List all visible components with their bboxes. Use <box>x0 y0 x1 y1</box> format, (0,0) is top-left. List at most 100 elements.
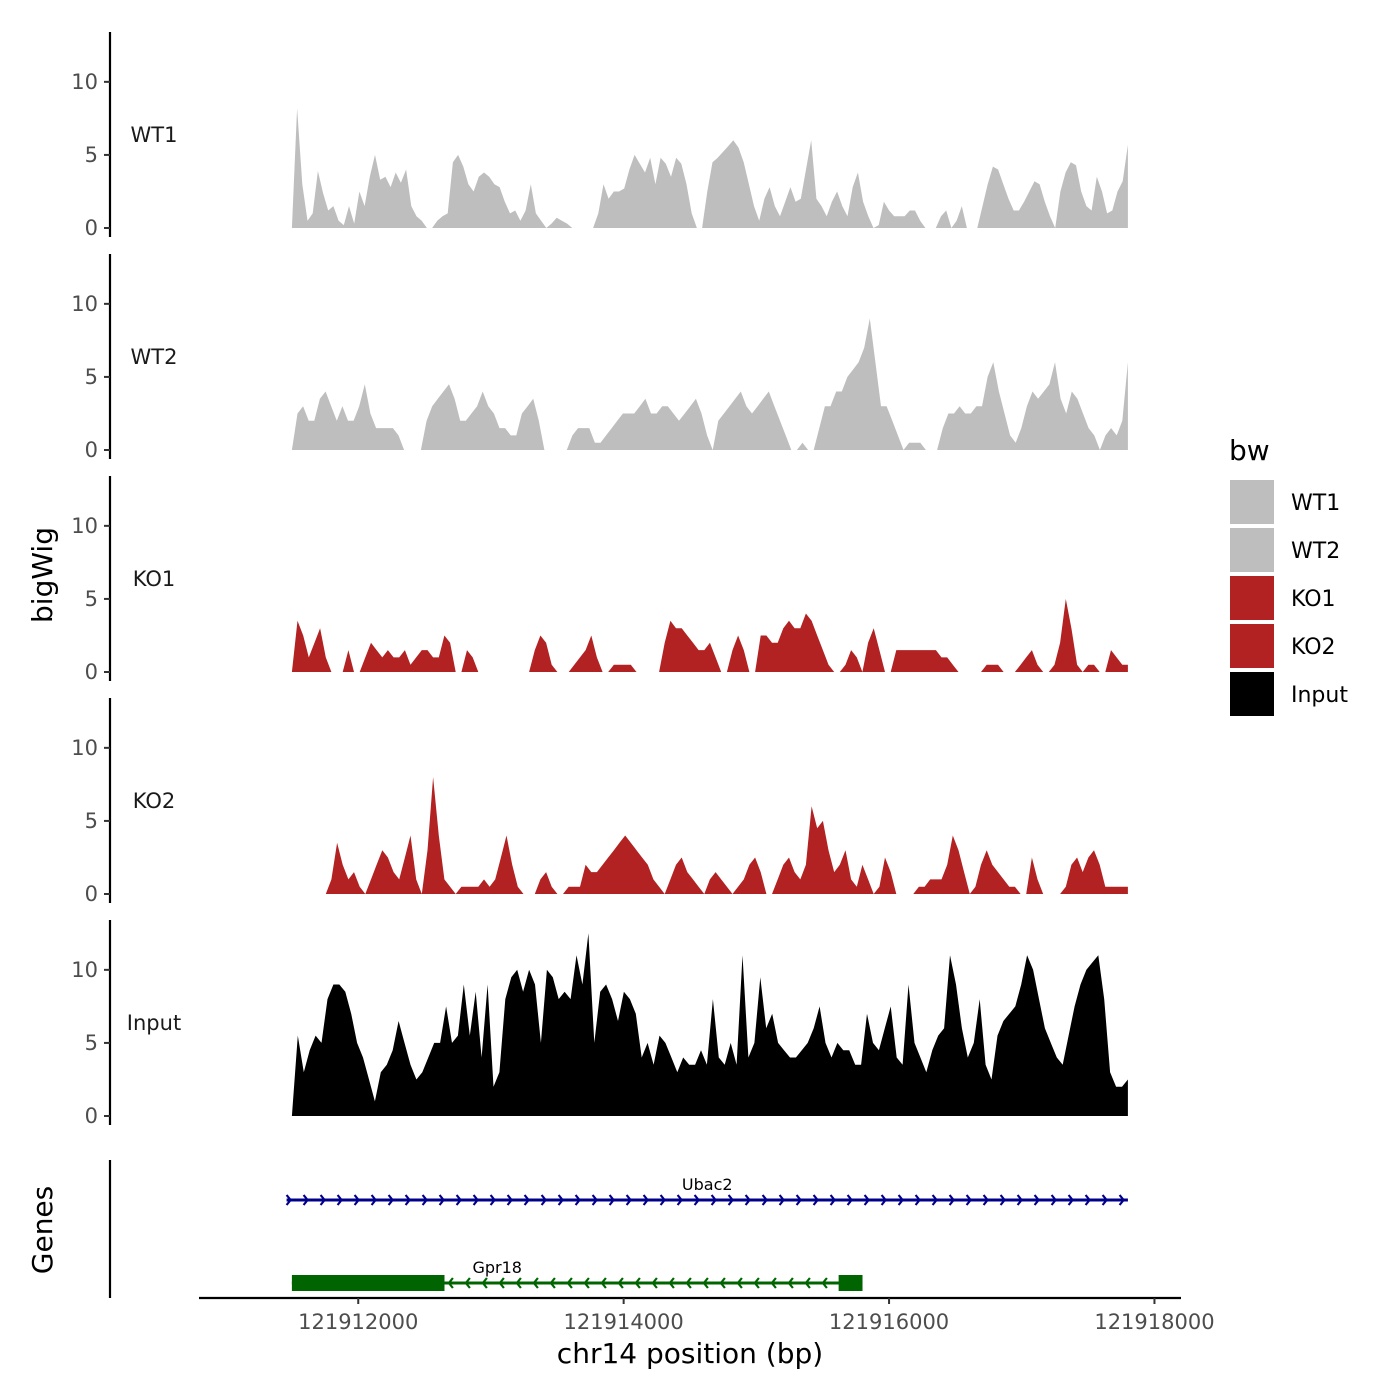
genes-axis-title: Genes <box>26 1186 59 1274</box>
strand-arrow <box>948 1194 955 1206</box>
track-ko1: 0 5 10 KO1 <box>71 476 1128 684</box>
strand-arrow <box>753 1277 760 1289</box>
y-tick-label: 5 <box>85 143 98 167</box>
legend-swatch-wt2 <box>1230 528 1274 572</box>
y-tick-label: 10 <box>71 514 98 538</box>
legend-swatch-ko2 <box>1230 624 1274 668</box>
x-tick-label: 121918000 <box>1094 1310 1214 1334</box>
y-tick-label: 10 <box>71 292 98 316</box>
strand-arrow <box>540 1194 547 1206</box>
coverage-area-wt1 <box>291 108 1128 228</box>
legend-label-ko1: KO1 <box>1291 587 1336 612</box>
strand-arrow <box>821 1277 828 1289</box>
strand-arrow <box>285 1194 292 1206</box>
legend-label-wt1: WT1 <box>1291 491 1340 516</box>
legend-label-wt2: WT2 <box>1291 539 1340 564</box>
strand-arrow <box>829 1194 836 1206</box>
legend-swatch-input <box>1230 672 1274 716</box>
legend-swatch-ko1 <box>1230 576 1274 620</box>
coverage-area-ko1 <box>291 598 1128 672</box>
strand-arrow <box>642 1194 649 1206</box>
strand-arrow <box>965 1194 972 1206</box>
strand-arrow <box>634 1277 641 1289</box>
track-label-input: Input <box>127 1011 181 1035</box>
strand-arrow <box>421 1194 428 1206</box>
track-label-ko2: KO2 <box>133 789 176 813</box>
gene-annotation-panel: Ubac2 Gpr18 <box>108 1160 1128 1298</box>
y-tick-label: 0 <box>85 438 98 462</box>
strand-arrow <box>353 1194 360 1206</box>
y-tick-label: 0 <box>85 1104 98 1128</box>
track-ko2: 0 5 10 KO2 <box>71 698 1128 906</box>
strand-arrow <box>914 1194 921 1206</box>
strand-arrow <box>498 1277 505 1289</box>
strand-arrow <box>566 1277 573 1289</box>
coverage-area-wt2 <box>291 318 1128 450</box>
strand-arrow <box>319 1194 326 1206</box>
strand-arrow <box>778 1194 785 1206</box>
x-axis: 121912000 121914000 121916000 121918000 <box>199 1296 1215 1334</box>
strand-arrow <box>549 1277 556 1289</box>
x-axis-title: chr14 position (bp) <box>557 1337 823 1370</box>
strand-arrow <box>438 1194 445 1206</box>
strand-arrow <box>404 1194 411 1206</box>
strand-arrow <box>931 1194 938 1206</box>
strand-arrow <box>489 1194 496 1206</box>
strand-arrow <box>744 1194 751 1206</box>
x-tick-label: 121912000 <box>298 1310 418 1334</box>
strand-arrow <box>1033 1194 1040 1206</box>
strand-arrow <box>1050 1194 1057 1206</box>
strand-arrow <box>676 1194 683 1206</box>
strand-arrow <box>897 1194 904 1206</box>
y-tick-label: 5 <box>85 365 98 389</box>
strand-arrow <box>1118 1194 1125 1206</box>
strand-arrow <box>846 1194 853 1206</box>
track-input: 0 5 10 Input <box>71 920 1128 1128</box>
legend-swatch-wt1 <box>1230 480 1274 524</box>
strand-arrow <box>455 1194 462 1206</box>
strand-arrow <box>523 1194 530 1206</box>
strand-arrow <box>557 1194 564 1206</box>
strand-arrow <box>761 1194 768 1206</box>
strand-arrow <box>532 1277 539 1289</box>
y-tick-label: 0 <box>85 216 98 240</box>
x-tick-label: 121914000 <box>564 1310 684 1334</box>
y-tick-label: 10 <box>71 736 98 760</box>
y-tick-label: 5 <box>85 1031 98 1055</box>
strand-arrow <box>481 1277 488 1289</box>
strand-arrow <box>336 1194 343 1206</box>
strand-arrow <box>600 1277 607 1289</box>
strand-arrow <box>863 1194 870 1206</box>
strand-arrow <box>608 1194 615 1206</box>
strand-arrow <box>591 1194 598 1206</box>
strand-arrow <box>1084 1194 1091 1206</box>
strand-arrow <box>736 1277 743 1289</box>
track-label-ko1: KO1 <box>133 567 176 591</box>
strand-arrow <box>668 1277 675 1289</box>
track-wt1: 0 5 10 WT1 <box>71 32 1128 240</box>
y-tick-label: 0 <box>85 882 98 906</box>
strand-arrow <box>787 1277 794 1289</box>
strand-arrow <box>574 1194 581 1206</box>
y-axis-title: bigWig <box>26 527 59 623</box>
track-label-wt2: WT2 <box>131 345 178 369</box>
strand-arrow <box>982 1194 989 1206</box>
legend: bw WT1 WT2 KO1 KO2 Input <box>1229 434 1348 716</box>
strand-arrow <box>693 1194 700 1206</box>
track-label-wt1: WT1 <box>131 123 178 147</box>
strand-arrow <box>625 1194 632 1206</box>
strand-arrow <box>1016 1194 1023 1206</box>
coverage-area-input <box>291 933 1128 1116</box>
strand-arrow <box>770 1277 777 1289</box>
strand-arrow <box>583 1277 590 1289</box>
y-tick-label: 5 <box>85 809 98 833</box>
strand-arrow <box>302 1194 309 1206</box>
strand-arrow <box>464 1277 471 1289</box>
strand-arrow <box>804 1277 811 1289</box>
strand-arrow <box>447 1277 454 1289</box>
gene-gpr18: Gpr18 <box>291 1258 863 1291</box>
strand-arrow <box>506 1194 513 1206</box>
strand-arrow <box>727 1194 734 1206</box>
strand-arrow <box>515 1277 522 1289</box>
strand-arrow <box>387 1194 394 1206</box>
